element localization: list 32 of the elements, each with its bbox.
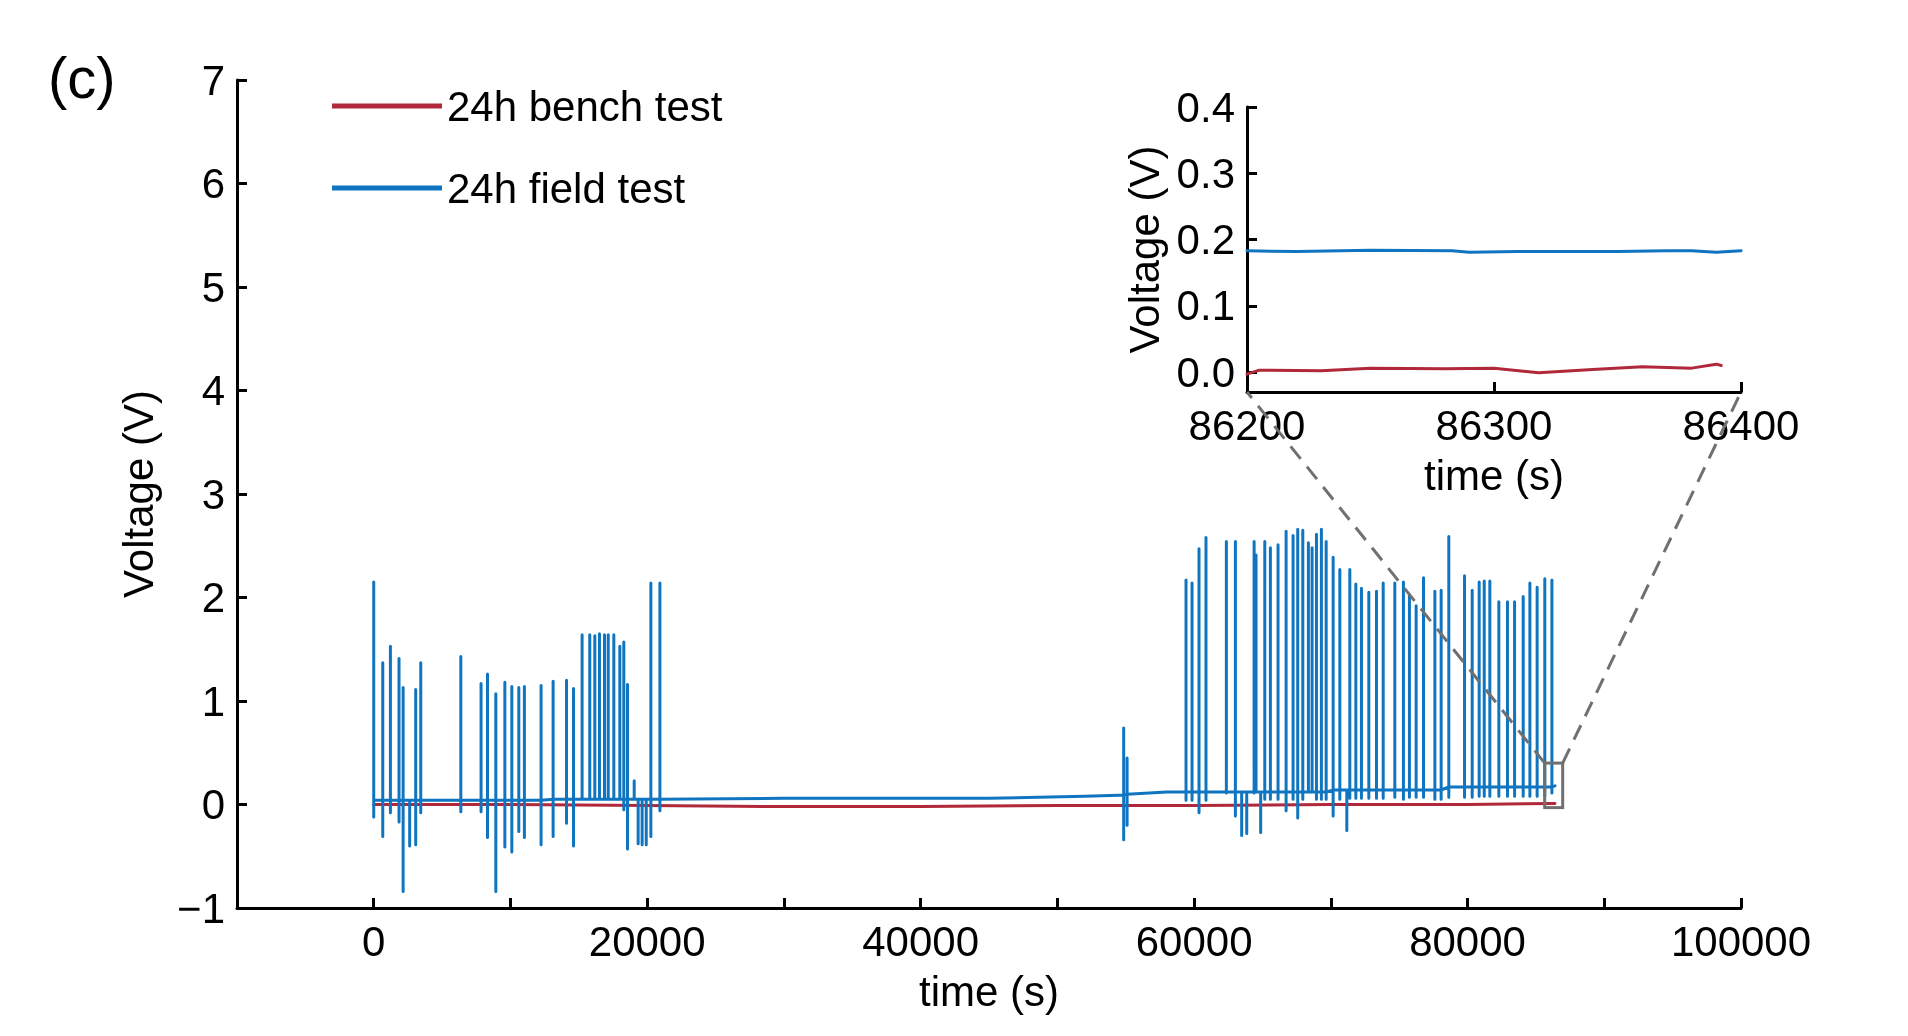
y-axis-title: Voltage (V)	[114, 390, 162, 598]
legend-label: 24h field test	[447, 164, 686, 212]
y-tick-label: 6	[201, 160, 225, 207]
y-tick-label: 0.4	[1176, 83, 1235, 131]
x-tick-label: 100000	[1670, 917, 1812, 965]
x-tick-label: 86300	[1435, 401, 1553, 449]
y-tick-label: 1	[201, 677, 225, 725]
text: (c)	[48, 44, 116, 110]
y-tick-label: 0.1	[1176, 282, 1235, 330]
x-tick-label: 60000	[1135, 917, 1253, 965]
line-series	[372, 527, 1557, 893]
x-tick-label: 80000	[1409, 917, 1526, 965]
y-tick-label: 0	[201, 781, 225, 828]
y-tick-label: 3	[201, 470, 225, 518]
x-tick-label: 20000	[588, 917, 706, 965]
legend-label: 24h bench test	[447, 82, 723, 130]
x-tick-label: 86200	[1188, 401, 1306, 449]
y-tick-label: 0.2	[1176, 216, 1235, 264]
x-axis-title: time (s)	[1424, 451, 1564, 499]
y-tick-label: 5	[201, 263, 225, 311]
x-tick-label: 86400	[1682, 401, 1800, 449]
y-tick-label: 7	[201, 56, 225, 104]
y-axis-title: Voltage (V)	[1121, 145, 1169, 354]
x-tick-label: 0	[362, 917, 386, 965]
y-tick-label: 0.0	[1176, 348, 1235, 396]
y-tick-label: 2	[201, 574, 225, 621]
y-tick-label: 0.3	[1176, 149, 1235, 197]
x-tick-label: 40000	[862, 917, 980, 965]
line-series	[1245, 362, 1723, 376]
y-tick-label: −1	[177, 884, 225, 932]
x-axis-title: time (s)	[919, 967, 1059, 1015]
y-tick-label: 4	[201, 367, 225, 414]
